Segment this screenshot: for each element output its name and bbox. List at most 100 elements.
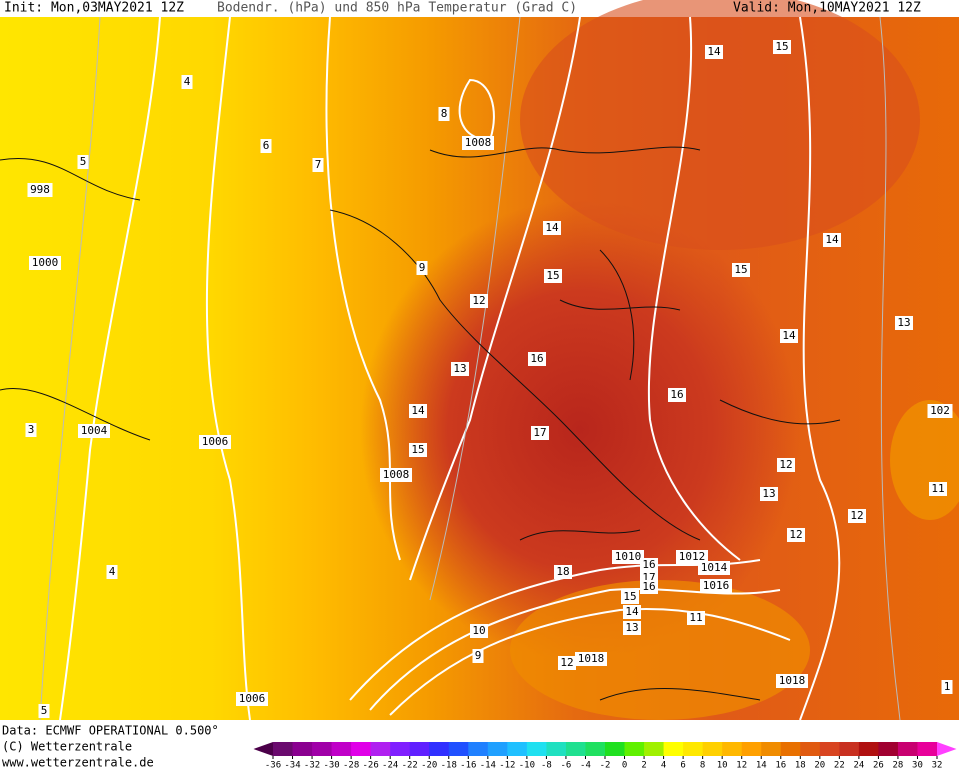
contour-label-box (640, 580, 658, 594)
legend-arrow (253, 742, 273, 756)
contour-label-box (927, 404, 953, 418)
contour-label-box (236, 692, 268, 706)
contour-label: 16 (642, 558, 655, 571)
legend-tick-label: -2 (600, 761, 611, 770)
contour-label: 1018 (578, 652, 605, 665)
contour-label-box (941, 680, 953, 694)
legend-cell (526, 742, 547, 756)
legend-cell (273, 742, 294, 756)
contour-label-box (470, 624, 488, 638)
contour-label-box (700, 579, 732, 593)
contour-label: 16 (670, 388, 683, 401)
contour-label: 13 (625, 621, 638, 634)
contour-label-box (773, 40, 791, 54)
contour-label: 18 (556, 565, 569, 578)
warm-area (360, 200, 800, 660)
contour-label-box (623, 605, 641, 619)
contour-label-box (848, 509, 866, 523)
legend-tick-label: -14 (480, 761, 496, 770)
legend-cell (565, 742, 586, 756)
legend-cell (585, 742, 606, 756)
contour-label: 9 (475, 649, 482, 662)
contour-label: 12 (779, 458, 792, 471)
contour-label-box (575, 652, 607, 666)
contour-label-box (687, 611, 705, 625)
legend-tick-label: -30 (323, 761, 339, 770)
contour-label: 11 (931, 482, 944, 495)
legend-tick-label: 0 (622, 761, 627, 770)
legend-cell (702, 742, 723, 756)
legend-tick-label: -12 (499, 761, 515, 770)
legend-tick-label: 32 (932, 761, 943, 770)
contour (39, 16, 101, 721)
contour-label-box (27, 183, 53, 197)
contour-label: 1008 (465, 136, 492, 149)
legend-cell (819, 742, 840, 756)
contour-label: 8 (441, 107, 448, 120)
legend-tick-label: 28 (893, 761, 904, 770)
contour-label: 5 (80, 155, 87, 168)
legend-cell (468, 742, 489, 756)
footer-source: Data: ECMWF OPERATIONAL 0.500° (2, 724, 219, 738)
contour-label: 14 (625, 605, 639, 618)
contour-label: 14 (825, 233, 839, 246)
legend-tick-label: 8 (700, 761, 705, 770)
legend-tick-label: -4 (580, 761, 591, 770)
contour-label-box (38, 704, 50, 718)
isotherm (409, 16, 581, 581)
contour-label: 15 (734, 263, 747, 276)
legend-cell (409, 742, 430, 756)
contour-label-box (929, 482, 947, 496)
contour-label: 15 (623, 590, 636, 603)
legend-cell (897, 742, 918, 756)
header-description: Bodendr. (hPa) und 850 hPa Temperatur (G… (217, 1, 577, 16)
contour-label: 1012 (679, 550, 706, 563)
legend-cell (663, 742, 684, 756)
legend-tick-label: -32 (304, 761, 320, 770)
isotherm (369, 587, 781, 711)
contour-label-box (181, 75, 193, 89)
contour-label-box (668, 388, 686, 402)
legend-tick-label: -10 (519, 761, 535, 770)
legend-tick-label: -16 (460, 761, 476, 770)
legend-cell (858, 742, 879, 756)
contour-label: 9 (419, 261, 426, 274)
contour-label-box (698, 561, 730, 575)
contour-label: 998 (30, 183, 50, 196)
legend-cell (487, 742, 508, 756)
contour-label-box (640, 558, 658, 572)
legend-tick-label: 6 (680, 761, 685, 770)
footer-copyright: (C) Wetterzentrale (2, 740, 132, 754)
map (0, 0, 959, 721)
contour-label-box (260, 139, 272, 153)
contour-label: 3 (28, 423, 35, 436)
legend-cell (780, 742, 801, 756)
contour-label-box (676, 550, 708, 564)
legend-cell (878, 742, 899, 756)
legend-arrow (937, 742, 957, 756)
contour-label-box (29, 256, 61, 270)
legend-cell (507, 742, 528, 756)
contour-label: 1006 (202, 435, 229, 448)
legend-cell (292, 742, 313, 756)
legend-cell (741, 742, 762, 756)
contour-label-box (732, 263, 750, 277)
contour-label: 1018 (779, 674, 806, 687)
contour-label-box (823, 233, 841, 247)
contour-label: 15 (775, 40, 788, 53)
contour-label: 10 (472, 624, 485, 637)
legend-cell (331, 742, 352, 756)
contour-label: 1014 (701, 561, 728, 574)
contour-label-box (77, 155, 89, 169)
contour-label-box (787, 528, 805, 542)
legend-tick-label: -6 (561, 761, 572, 770)
contour-label-box (760, 487, 778, 501)
contour-label: 1 (944, 680, 951, 693)
warm-area (520, 0, 920, 250)
contour-label-box (451, 362, 469, 376)
legend-tick-label: -22 (402, 761, 418, 770)
contour-label-box (312, 158, 324, 172)
contour-label-box (554, 565, 572, 579)
legend-cell (644, 742, 665, 756)
